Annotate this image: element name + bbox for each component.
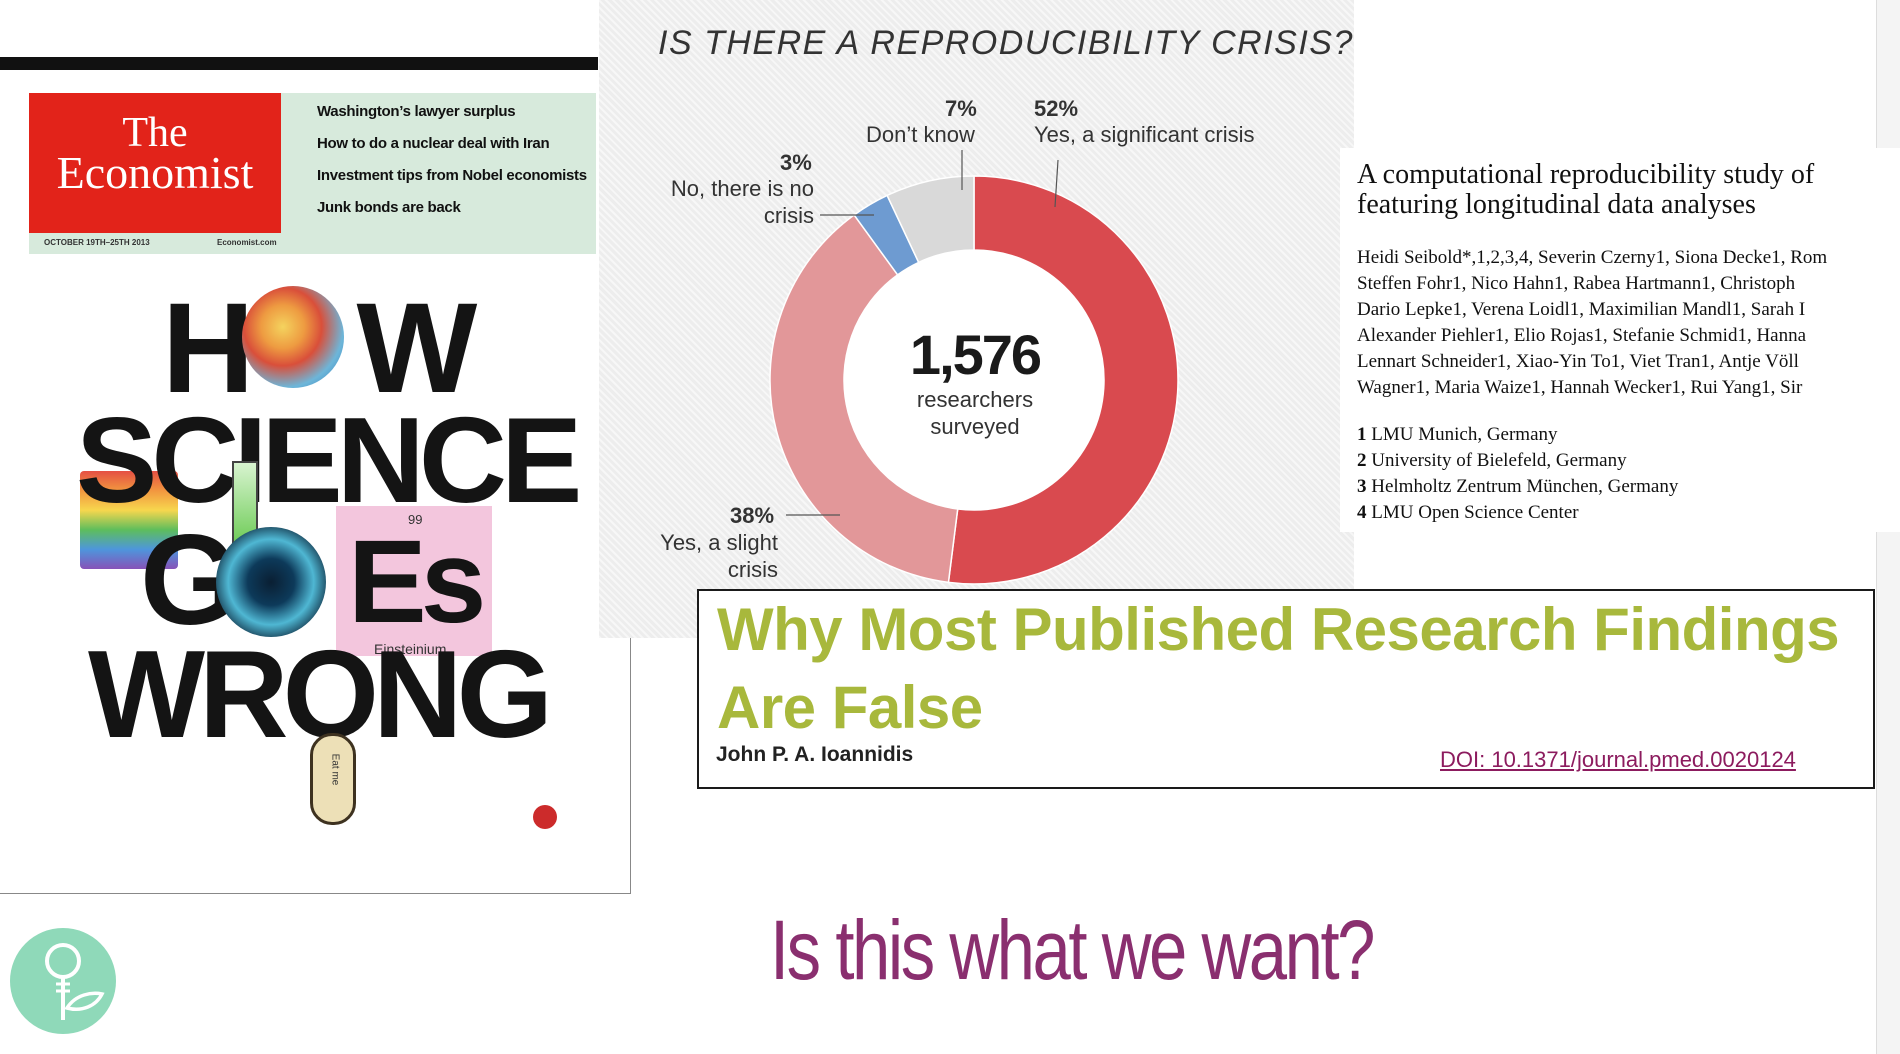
ioannidis-author: John P. A. Ioannidis: [716, 743, 914, 766]
slide-question: Is this what we want?: [770, 903, 1375, 997]
author-line: Lennart Schneider1, Xiao-Yin To1, Viet T…: [1357, 351, 1799, 372]
reproducibility-chart-panel: [599, 0, 1354, 638]
slice-label-slight-line-1: Yes, a slight: [660, 530, 778, 555]
cover-site: Economist.com: [217, 238, 277, 247]
doi-link[interactable]: DOI: 10.1371/journal.pmed.0020124: [1440, 747, 1796, 772]
survey-count-label: researchers surveyed: [890, 386, 1060, 440]
slice-pct-significant: 52%: [1034, 96, 1079, 121]
author-line: Steffen Fohr1, Nico Hahn1, Rabea Hartman…: [1357, 273, 1796, 294]
slice-label-slight: Yes, a slight crisis: [620, 529, 778, 583]
donut-chart: [769, 150, 1179, 585]
earth-globe-icon: [242, 286, 344, 388]
headline: Junk bonds are back: [317, 199, 461, 216]
cover-top-bar: [0, 57, 598, 70]
element-symbol: Es: [348, 516, 486, 648]
affiliation: 1 LMU Munich, Germany: [1357, 424, 1558, 446]
rainbow-letter-s: [80, 471, 178, 569]
ioannidis-title: Why Most Published Research Findings Are…: [717, 591, 1840, 747]
masthead-line-2: Economist: [56, 147, 254, 198]
pill-icon: Eat me: [310, 733, 356, 825]
slice-pct-dont-know: 7%: [945, 96, 977, 121]
slice-label-dont-know: Don’t know: [866, 122, 975, 147]
author-line: Dario Lepke1, Verena Loidl1, Maximilian …: [1357, 299, 1806, 320]
affiliation-name: Helmholtz Zentrum München, Germany: [1371, 476, 1679, 497]
leader-line-significant: [1054, 159, 1059, 208]
headline: How to do a nuclear deal with Iran: [317, 135, 550, 152]
affiliation-name: LMU Open Science Center: [1371, 502, 1579, 523]
slice-label-no-line-2: crisis: [763, 203, 814, 228]
headline: Investment tips from Nobel economists: [317, 167, 587, 184]
affiliation-name: LMU Munich, Germany: [1371, 424, 1558, 445]
element-name: Einsteinium: [374, 641, 447, 657]
affiliation-num: 3: [1357, 476, 1367, 497]
virus-dot-icon: [533, 805, 557, 829]
affiliation-num: 4: [1357, 502, 1367, 523]
pill-text: Eat me: [329, 753, 341, 786]
cell-image-icon: [216, 527, 326, 637]
paper-title-line-1: A computational reproducibility study of: [1357, 159, 1815, 190]
element-number: 99: [408, 512, 423, 527]
paper-title-line-2: featuring longitudinal data analyses: [1357, 189, 1756, 220]
affiliation: 4 LMU Open Science Center: [1357, 502, 1579, 524]
slice-label-no: No, there is no crisis: [634, 175, 814, 229]
slice-label-slight-line-2: crisis: [727, 557, 778, 582]
chart-title: IS THERE A REPRODUCIBILITY CRISIS?: [658, 24, 1354, 62]
author-line: Wagner1, Maria Waize1, Hannah Wecker1, R…: [1357, 377, 1803, 398]
economist-masthead: The Economist: [29, 93, 281, 254]
ioannidis-paper-box: Why Most Published Research Findings Are…: [697, 589, 1875, 789]
affiliation-num: 2: [1357, 450, 1367, 471]
ioannidis-title-line-2: Are False: [717, 674, 983, 741]
affiliation: 3 Helmholtz Zentrum München, Germany: [1357, 476, 1678, 498]
lightbulb-plant-logo: [10, 928, 116, 1034]
slice-pct-no: 3%: [780, 150, 812, 175]
cover-headlines: Washington’s lawyer surplus How to do a …: [281, 93, 596, 254]
slice-label-significant: Yes, a significant crisis: [1034, 122, 1255, 147]
reproducibility-study-paper: A computational reproducibility study of…: [1340, 148, 1900, 532]
donut-hole: [844, 250, 1104, 510]
cover-word-science: SCIENCE: [76, 392, 582, 528]
affiliation-name: University of Bielefeld, Germany: [1371, 450, 1627, 471]
lightbulb-plant-icon: [45, 943, 105, 1020]
survey-label-line-1: researchers: [916, 387, 1034, 412]
paper-title: A computational reproducibility study of…: [1357, 160, 1814, 220]
cover-date: OCTOBER 19TH–25TH 2013: [44, 238, 150, 247]
slice-pct-slight: 38%: [730, 503, 775, 528]
headline: Washington’s lawyer surplus: [317, 103, 516, 120]
author-line: Heidi Seibold*,1,2,3,4, Severin Czerny1,…: [1357, 247, 1828, 268]
survey-count: 1,576: [909, 323, 1042, 386]
masthead-line-1: The: [122, 110, 188, 156]
author-line: Alexander Piehler1, Elio Rojas1, Stefani…: [1357, 325, 1807, 346]
ioannidis-title-line-1: Why Most Published Research Findings: [717, 596, 1840, 663]
affiliation: 2 University of Bielefeld, Germany: [1357, 450, 1627, 472]
cover-date-row: OCTOBER 19TH–25TH 2013 Economist.com: [29, 233, 596, 254]
survey-label-line-2: surveyed: [930, 414, 1020, 439]
periodic-element-box: [336, 506, 492, 656]
affiliation-num: 1: [1357, 424, 1367, 445]
slice-label-no-line-1: No, there is no: [670, 176, 814, 201]
economist-cover: The Economist Washington’s lawyer surplu…: [0, 57, 631, 894]
